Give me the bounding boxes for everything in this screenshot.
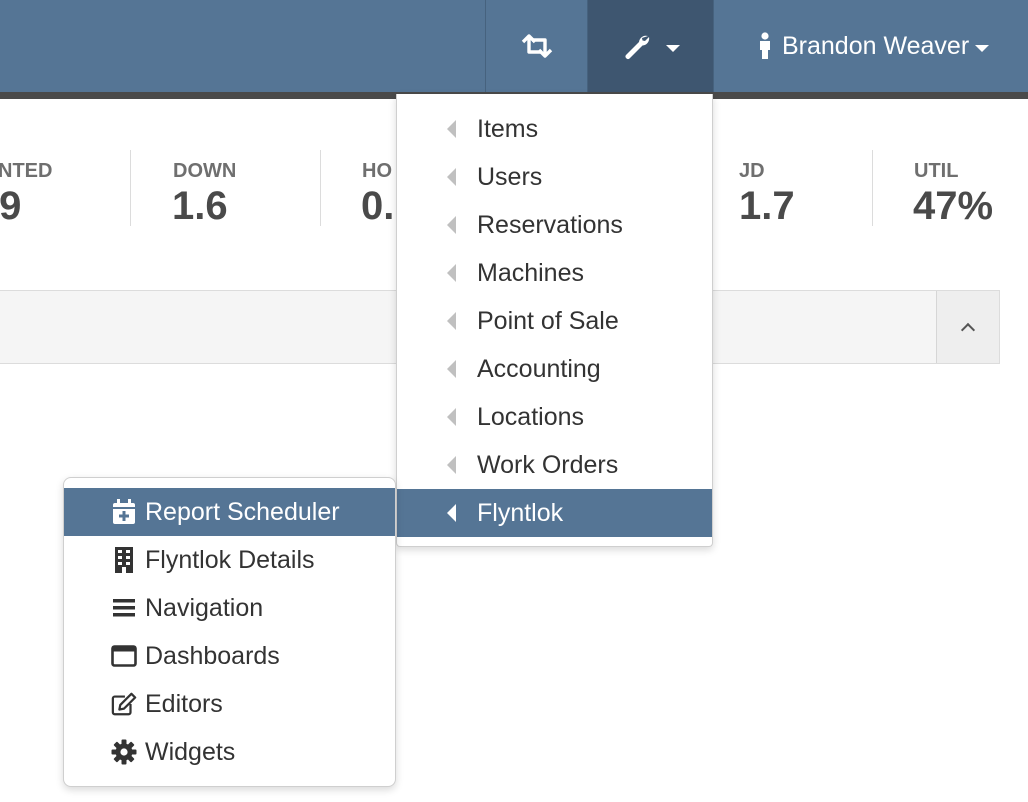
wrench-icon xyxy=(625,35,649,59)
menu-item-point-of-sale[interactable]: Point of Sale xyxy=(397,297,712,345)
submenu-item-widgets[interactable]: Widgets xyxy=(64,728,395,776)
menu-item-machines[interactable]: Machines xyxy=(397,249,712,297)
caret-left-icon xyxy=(447,120,456,138)
menu-item-reservations[interactable]: Reservations xyxy=(397,201,712,249)
submenu-item-flyntlok-details[interactable]: Flyntlok Details xyxy=(64,536,395,584)
chevron-up-icon xyxy=(960,322,976,338)
flyntlok-submenu: Report Scheduler Flyntlok Details xyxy=(63,477,396,787)
stat-divider xyxy=(130,150,131,226)
stat-jd: JD 1.7 xyxy=(713,150,872,228)
stat-label: HO xyxy=(362,160,392,182)
menu-item-label: Machines xyxy=(477,258,584,287)
menu-item-users[interactable]: Users xyxy=(397,153,712,201)
caret-left-icon xyxy=(447,168,456,186)
stat-label: UTIL xyxy=(914,160,959,182)
submenu-item-label: Report Scheduler xyxy=(145,497,340,526)
stat-printed: NTED .9 xyxy=(0,150,130,228)
menu-item-label: Flyntlok xyxy=(477,498,564,527)
tools-menu-button[interactable] xyxy=(588,0,713,92)
submenu-item-label: Flyntlok Details xyxy=(145,545,315,574)
stat-value: 0. xyxy=(361,184,395,228)
menu-item-locations[interactable]: Locations xyxy=(397,393,712,441)
stat-divider xyxy=(320,150,321,226)
caret-down-icon xyxy=(975,44,990,52)
stat-label: JD xyxy=(739,160,765,182)
stat-value: 1.7 xyxy=(739,184,795,228)
tools-dropdown: Items Users Reservations Machines Point … xyxy=(396,94,713,547)
menu-item-items[interactable]: Items xyxy=(397,105,712,153)
submenu-item-editors[interactable]: Editors xyxy=(64,680,395,728)
window-icon xyxy=(111,643,137,669)
edit-icon xyxy=(111,691,137,717)
user-menu-button[interactable]: Brandon Weaver xyxy=(713,0,1028,92)
submenu-item-label: Widgets xyxy=(145,737,236,766)
menu-item-label: Users xyxy=(477,162,543,191)
stat-value: 1.6 xyxy=(172,184,228,228)
stat-label: NTED xyxy=(0,160,53,182)
submenu-item-label: Navigation xyxy=(145,593,264,622)
submenu-item-dashboards[interactable]: Dashboards xyxy=(64,632,395,680)
caret-left-icon xyxy=(447,408,456,426)
retweet-icon xyxy=(521,34,552,58)
submenu-item-report-scheduler[interactable]: Report Scheduler xyxy=(64,488,395,536)
user-name: Brandon Weaver xyxy=(782,31,970,60)
stat-down: DOWN 1.6 xyxy=(131,150,320,228)
menu-item-label: Reservations xyxy=(477,210,623,239)
sync-button[interactable] xyxy=(485,0,588,92)
stat-util: UTIL 47% xyxy=(873,150,1028,228)
building-icon xyxy=(111,547,137,573)
stat-divider xyxy=(872,150,873,226)
caret-left-icon xyxy=(447,264,456,282)
gear-icon xyxy=(111,739,137,765)
menu-item-label: Items xyxy=(477,114,539,143)
submenu-item-label: Dashboards xyxy=(145,641,280,670)
menu-item-work-orders[interactable]: Work Orders xyxy=(397,441,712,489)
caret-left-icon xyxy=(447,312,456,330)
calendar-plus-icon xyxy=(111,499,137,525)
stat-hours: HO 0. xyxy=(321,150,396,228)
bars-icon xyxy=(111,595,137,621)
menu-item-label: Point of Sale xyxy=(477,306,619,335)
stat-value: .9 xyxy=(0,184,22,228)
menu-item-accounting[interactable]: Accounting xyxy=(397,345,712,393)
menu-item-flyntlok[interactable]: Flyntlok xyxy=(397,489,712,537)
caret-left-icon xyxy=(447,360,456,378)
caret-left-icon xyxy=(447,504,456,522)
menu-item-label: Accounting xyxy=(477,354,601,383)
person-icon xyxy=(760,32,770,59)
submenu-item-label: Editors xyxy=(145,689,223,718)
menu-item-label: Work Orders xyxy=(477,450,619,479)
caret-left-icon xyxy=(447,216,456,234)
stat-label: DOWN xyxy=(173,160,237,182)
menu-item-label: Locations xyxy=(477,402,585,431)
stat-value: 47% xyxy=(913,184,994,228)
collapse-button[interactable] xyxy=(936,291,999,363)
caret-down-icon xyxy=(665,44,680,52)
submenu-item-navigation[interactable]: Navigation xyxy=(64,584,395,632)
caret-left-icon xyxy=(447,456,456,474)
top-navbar xyxy=(0,0,1028,92)
